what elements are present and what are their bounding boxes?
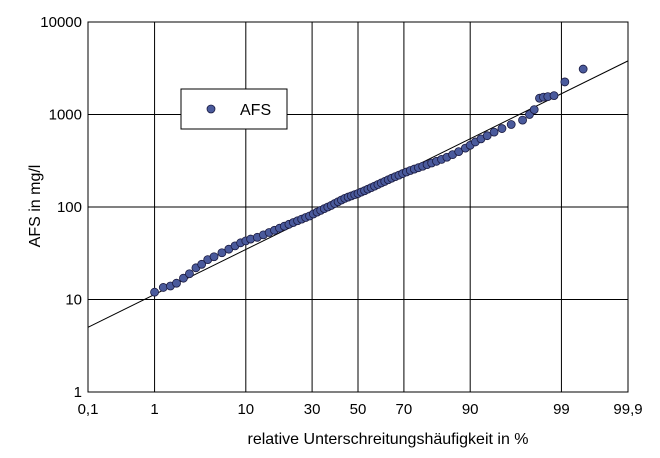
y-tick-label: 10000 [40, 14, 82, 31]
data-point [549, 91, 559, 101]
y-tick-label: 10 [65, 292, 82, 309]
legend: AFS [180, 88, 288, 130]
x-tick-label: 50 [350, 401, 367, 418]
x-tick-label: 90 [462, 401, 479, 418]
x-tick-label: 0,1 [78, 401, 99, 418]
x-axis-tick-labels: 0,1 1 10 30 50 70 90 99 99,9 [78, 401, 643, 418]
data-point [578, 64, 588, 74]
data-point [506, 120, 516, 129]
y-axis-title: AFS in mg/l [27, 165, 44, 248]
x-tick-label: 30 [304, 401, 321, 418]
data-point [172, 278, 181, 288]
data-point [497, 124, 507, 133]
x-axis-title: relative Unterschreitungshäufigkeit in % [247, 431, 528, 448]
data-point [217, 248, 227, 258]
data-point [560, 77, 570, 87]
plot-area-frame [87, 21, 629, 393]
grid-lines [87, 21, 629, 393]
x-tick-label: 1 [150, 401, 158, 418]
data-point [150, 287, 159, 297]
data-point [529, 105, 539, 114]
data-point [518, 115, 527, 125]
data-point [185, 269, 194, 279]
x-tick-label: 99,9 [613, 401, 642, 418]
data-point [489, 127, 499, 137]
legend-marker [206, 104, 216, 114]
y-tick-label: 1 [74, 384, 82, 401]
data-point [209, 252, 219, 262]
y-tick-label: 1000 [49, 107, 82, 124]
data-points [150, 64, 588, 297]
y-axis-tick-labels: 1 10 100 1000 10000 [40, 14, 82, 401]
data-point [158, 283, 168, 292]
legend-label: AFS [240, 102, 271, 119]
x-tick-label: 99 [553, 401, 570, 418]
x-tick-label: 70 [396, 401, 413, 418]
x-tick-label: 10 [237, 401, 254, 418]
legend-box [180, 88, 288, 130]
y-tick-label: 100 [57, 199, 82, 216]
data-point [197, 259, 207, 269]
data-point [179, 273, 188, 283]
data-point [482, 131, 492, 141]
